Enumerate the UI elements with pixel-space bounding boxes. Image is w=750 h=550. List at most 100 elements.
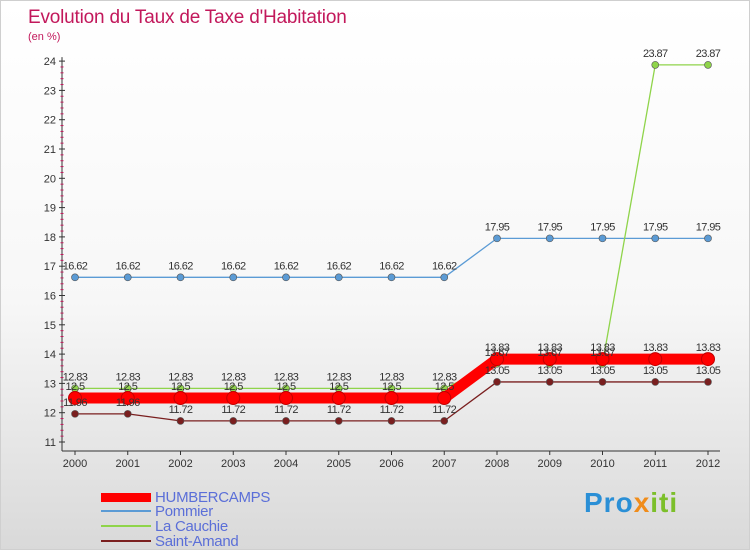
data-point — [173, 391, 188, 406]
data-point — [229, 417, 238, 425]
data-label: 13.05 — [643, 365, 668, 377]
data-point — [598, 234, 607, 243]
data-label: 12.83 — [432, 371, 457, 383]
data-label: 17.95 — [696, 221, 721, 233]
y-tick-label: 16 — [44, 291, 56, 303]
data-label: 11.72 — [274, 404, 298, 416]
legend-label: Pommier — [155, 502, 213, 520]
data-label: 12.5 — [224, 381, 243, 393]
data-point — [493, 378, 501, 386]
data-label: 12.83 — [274, 371, 299, 383]
data-label: 13.05 — [485, 365, 510, 377]
data-point — [437, 391, 452, 406]
legend-item: HUMBERCAMPS — [101, 488, 271, 506]
data-point — [282, 273, 290, 282]
data-label: 13.67 — [485, 347, 510, 359]
legend-label: Saint-Amand — [155, 532, 239, 550]
x-tick-label: 2008 — [485, 458, 509, 470]
legend-label: HUMBERCAMPS — [155, 488, 271, 506]
data-label: 11.72 — [380, 404, 404, 416]
legend-swatch — [101, 510, 151, 512]
y-tick-label: 20 — [44, 173, 56, 185]
data-label: 16.62 — [168, 260, 193, 272]
data-point — [120, 391, 135, 406]
legend-item: Saint-Amand — [101, 532, 239, 550]
y-tick-label: 21 — [44, 144, 56, 156]
data-label: 11.96 — [63, 397, 87, 409]
data-label: 13.05 — [696, 365, 721, 377]
data-label: 12.5 — [329, 381, 348, 393]
y-tick-label: 18 — [44, 232, 56, 244]
data-label: 11.72 — [432, 404, 456, 416]
y-tick-label: 12 — [44, 408, 56, 420]
data-point — [493, 234, 501, 243]
data-point — [387, 417, 396, 425]
data-label: 16.62 — [115, 260, 140, 272]
x-tick-label: 2004 — [274, 458, 298, 470]
legend-label: La Cauchie — [155, 517, 228, 535]
data-label: 17.95 — [643, 221, 668, 233]
data-label: 16.62 — [326, 260, 351, 272]
data-point — [176, 417, 185, 425]
y-tick-label: 15 — [44, 320, 56, 332]
data-label: 13.83 — [696, 342, 721, 354]
data-label: 13.67 — [537, 347, 562, 359]
y-tick-label: 24 — [44, 56, 56, 68]
data-point — [651, 234, 660, 243]
data-label: 17.95 — [485, 221, 510, 233]
chart-subtitle: (en %) — [28, 31, 61, 43]
data-label: 16.62 — [432, 260, 457, 272]
x-tick-label: 2005 — [327, 458, 351, 470]
data-label: 12.5 — [65, 381, 84, 393]
data-label: 11.72 — [221, 404, 245, 416]
data-point — [68, 391, 82, 406]
legend-item: Pommier — [101, 502, 213, 520]
data-label: 12.83 — [168, 371, 193, 383]
data-label: 12.83 — [63, 371, 88, 383]
data-label: 17.95 — [537, 221, 562, 233]
data-point — [279, 391, 293, 406]
data-point — [123, 410, 132, 418]
data-label: 11.72 — [327, 404, 351, 416]
data-label: 12.5 — [118, 381, 137, 393]
data-point — [648, 352, 663, 367]
data-label: 12.83 — [326, 371, 351, 383]
x-tick-label: 2003 — [221, 458, 245, 470]
y-tick-label: 14 — [44, 349, 56, 361]
y-tick-label: 22 — [44, 115, 56, 127]
legend-swatch — [101, 540, 151, 542]
data-point — [490, 352, 504, 367]
data-point — [387, 273, 396, 282]
data-label: 12.83 — [221, 371, 246, 383]
data-label: 12.5 — [435, 381, 454, 393]
data-label: 13.05 — [537, 365, 562, 377]
x-tick-label: 2002 — [168, 458, 192, 470]
data-label: 13.83 — [643, 342, 668, 354]
data-label: 16.62 — [379, 260, 404, 272]
data-point — [704, 234, 712, 243]
legend-item: La Cauchie — [101, 517, 228, 535]
data-point — [334, 273, 343, 282]
legend-swatch — [101, 492, 151, 502]
x-tick-label: 2011 — [643, 458, 667, 470]
data-point — [123, 273, 132, 282]
data-point — [71, 410, 79, 418]
data-label: 12.83 — [115, 371, 140, 383]
data-point — [598, 378, 607, 386]
data-point — [226, 391, 241, 406]
data-label: 13.05 — [590, 365, 615, 377]
data-point — [282, 417, 290, 425]
data-label: 13.83 — [590, 342, 615, 354]
x-tick-label: 2010 — [590, 458, 614, 470]
data-point — [229, 273, 238, 282]
data-point — [384, 391, 399, 406]
proxiti-logo: Proxiti — [584, 487, 679, 518]
data-point — [595, 352, 610, 367]
x-tick-label: 2000 — [63, 458, 87, 470]
chart-title: Evolution du Taux de Taxe d'Habitation — [28, 7, 347, 28]
data-label: 11.96 — [116, 397, 140, 409]
data-label: 12.5 — [171, 381, 190, 393]
data-label: 11.72 — [169, 404, 193, 416]
data-point — [651, 378, 660, 386]
